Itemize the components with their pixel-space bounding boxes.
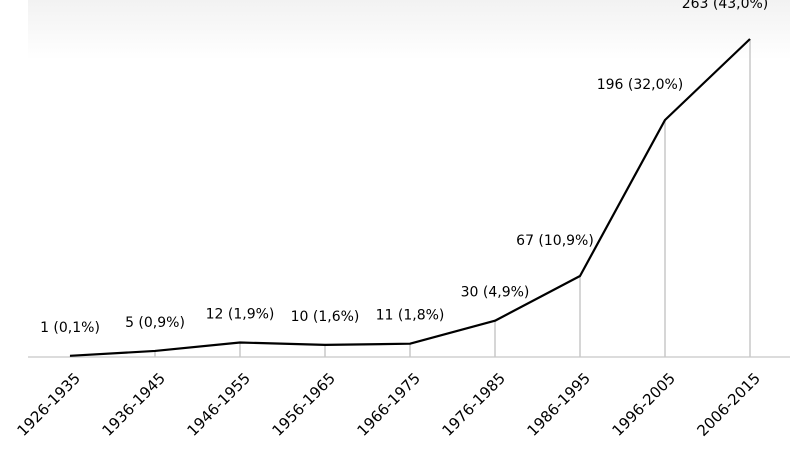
x-tick-label: 1946-1955 xyxy=(183,369,254,440)
x-tick-label: 2006-2015 xyxy=(693,369,764,440)
data-line xyxy=(69,38,751,357)
data-label: 196 (32,0%) xyxy=(597,77,684,93)
x-tick-label: 1956-1965 xyxy=(268,369,339,440)
x-tick-label: 1986-1995 xyxy=(523,369,594,440)
data-label: 5 (0,9%) xyxy=(125,315,185,331)
data-label: 263 (43,0%) xyxy=(682,0,769,12)
data-label: 1 (0,1%) xyxy=(40,320,100,336)
data-label: 67 (10,9%) xyxy=(516,233,594,249)
x-tick-label: 1936-1945 xyxy=(98,369,169,440)
data-label: 30 (4,9%) xyxy=(461,285,530,301)
data-label: 11 (1,8%) xyxy=(376,308,445,324)
x-tick-label: 1976-1985 xyxy=(438,369,509,440)
data-label: 12 (1,9%) xyxy=(206,306,275,322)
x-tick-label: 1926-1935 xyxy=(13,369,84,440)
data-label: 10 (1,6%) xyxy=(291,309,360,325)
x-tick-label: 1996-2005 xyxy=(608,369,679,440)
x-tick-label: 1966-1975 xyxy=(353,369,424,440)
plot-background xyxy=(28,0,790,60)
